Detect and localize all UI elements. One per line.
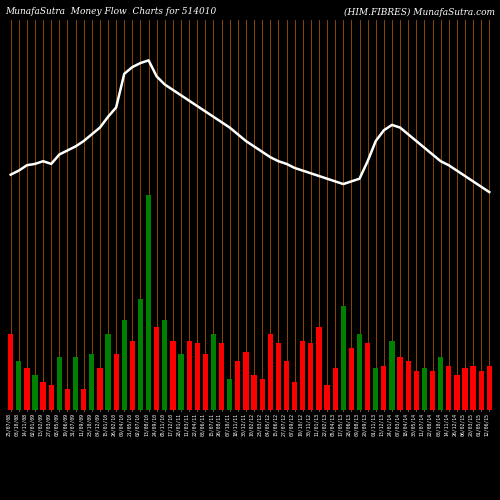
Bar	[332, 368, 338, 410]
Bar	[130, 340, 135, 410]
Bar	[406, 362, 411, 410]
Bar	[106, 334, 110, 410]
Bar	[32, 376, 38, 410]
Bar	[446, 366, 452, 410]
Bar	[308, 344, 314, 410]
Bar	[292, 382, 298, 410]
Bar	[462, 368, 468, 410]
Bar	[24, 368, 29, 410]
Bar	[81, 389, 86, 410]
Bar	[414, 371, 419, 410]
Bar	[324, 385, 330, 410]
Bar	[349, 348, 354, 410]
Bar	[284, 362, 289, 410]
Bar	[260, 380, 265, 410]
Bar	[186, 340, 192, 410]
Text: MunafaSutra  Money Flow  Charts for 514010: MunafaSutra Money Flow Charts for 514010	[5, 8, 216, 16]
Bar	[194, 344, 200, 410]
Bar	[73, 357, 78, 410]
Bar	[154, 326, 160, 410]
Bar	[244, 352, 248, 410]
Bar	[430, 371, 435, 410]
Bar	[316, 326, 322, 410]
Bar	[276, 344, 281, 410]
Bar	[48, 385, 54, 410]
Bar	[227, 380, 232, 410]
Bar	[178, 354, 184, 410]
Bar	[470, 366, 476, 410]
Bar	[16, 362, 22, 410]
Bar	[56, 357, 62, 410]
Bar	[211, 334, 216, 410]
Bar	[89, 354, 94, 410]
Bar	[300, 340, 306, 410]
Text: (HIM.FIBRES) MunafaSutra.com: (HIM.FIBRES) MunafaSutra.com	[344, 8, 495, 16]
Bar	[122, 320, 127, 410]
Bar	[486, 366, 492, 410]
Bar	[170, 340, 175, 410]
Bar	[340, 306, 346, 410]
Bar	[398, 357, 402, 410]
Bar	[381, 366, 386, 410]
Bar	[202, 354, 208, 410]
Bar	[478, 371, 484, 410]
Bar	[422, 368, 427, 410]
Bar	[114, 354, 119, 410]
Bar	[268, 334, 273, 410]
Bar	[373, 368, 378, 410]
Bar	[219, 344, 224, 410]
Bar	[357, 334, 362, 410]
Bar	[65, 389, 70, 410]
Bar	[162, 320, 168, 410]
Bar	[390, 340, 394, 410]
Bar	[40, 382, 46, 410]
Bar	[146, 195, 151, 410]
Bar	[365, 344, 370, 410]
Bar	[438, 357, 444, 410]
Bar	[138, 299, 143, 410]
Bar	[252, 376, 256, 410]
Bar	[98, 368, 102, 410]
Bar	[454, 376, 460, 410]
Bar	[8, 334, 14, 410]
Bar	[235, 362, 240, 410]
